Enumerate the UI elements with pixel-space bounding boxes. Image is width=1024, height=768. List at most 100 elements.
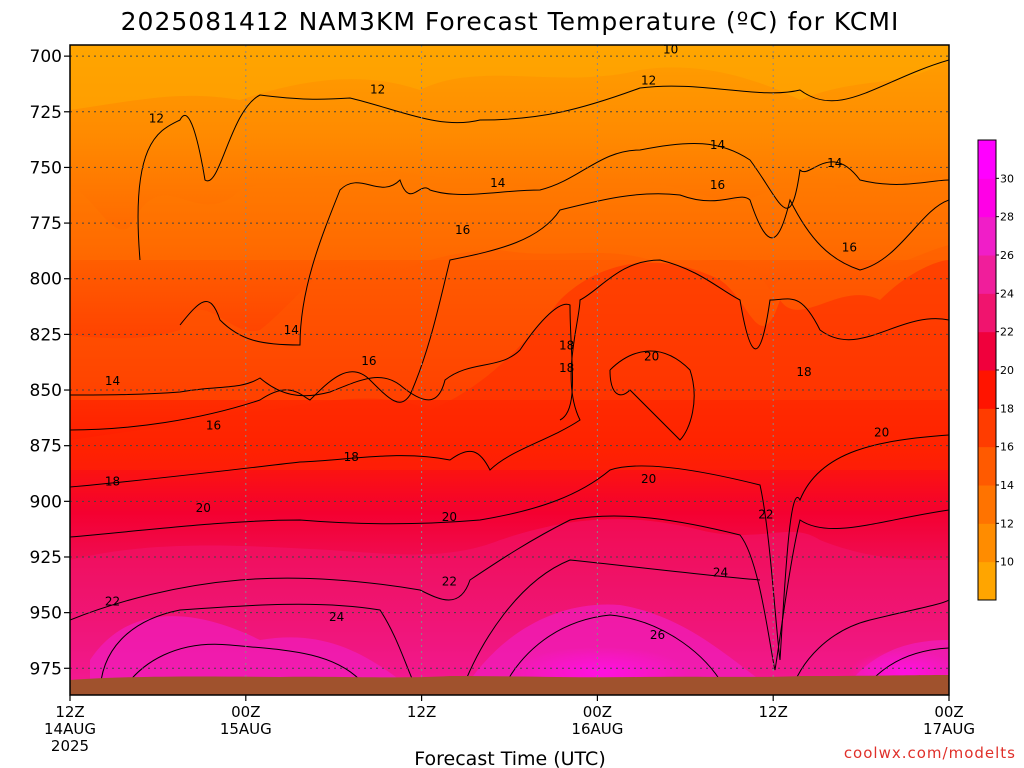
plot-frame bbox=[69, 44, 950, 696]
contour-label: 20 bbox=[442, 510, 457, 524]
colorbar-swatch bbox=[978, 331, 996, 371]
colorbar: 10 12 14 16 18 20 22 24 26 28 30 bbox=[977, 139, 1014, 601]
colorbar-label: 20 bbox=[1000, 364, 1014, 377]
contour-line-22 bbox=[70, 509, 949, 671]
contour-label: 12 bbox=[641, 74, 656, 88]
colorbar-swatch bbox=[978, 485, 996, 524]
colorbar-label: 28 bbox=[1000, 211, 1014, 224]
y-tick-label: 825 bbox=[30, 325, 62, 345]
ground-surface bbox=[70, 675, 949, 695]
x-tick-label: 16AUG bbox=[571, 720, 623, 738]
contour-label: 18 bbox=[559, 361, 574, 375]
contour-label: 16 bbox=[710, 178, 725, 192]
x-tick-label: 00Z bbox=[231, 703, 260, 721]
colorbar-swatch bbox=[978, 140, 996, 179]
contour-label: 18 bbox=[559, 339, 574, 353]
band-14 bbox=[70, 170, 949, 260]
band-18 bbox=[70, 260, 949, 470]
contour-label: 18 bbox=[105, 474, 120, 488]
y-tick-label: 750 bbox=[30, 158, 62, 178]
contour-label: 20 bbox=[641, 472, 656, 486]
contour-label: 10 bbox=[663, 42, 678, 56]
x-tick-label: 12Z bbox=[759, 703, 788, 721]
colorbar-swatch bbox=[978, 293, 996, 333]
contour-label: 20 bbox=[196, 501, 211, 515]
colorbar-swatch bbox=[978, 446, 996, 486]
x-tick-label: 12Z bbox=[55, 703, 84, 721]
y-tick-label: 775 bbox=[30, 214, 62, 234]
x-tick-label: 00Z bbox=[934, 703, 963, 721]
contour-label: 26 bbox=[650, 628, 665, 642]
y-tick-label: 975 bbox=[30, 659, 62, 679]
colorbar-swatch bbox=[978, 408, 996, 448]
colorbar-label: 10 bbox=[1000, 556, 1014, 569]
credit-label: coolwx.com/modelts bbox=[844, 744, 1016, 762]
y-tick-label: 850 bbox=[30, 381, 62, 401]
contour-label: 16 bbox=[206, 419, 221, 433]
x-tick-label: 17AUG bbox=[923, 720, 975, 738]
contour-labels: 10 12 12 12 14 14 14 16 16 16 14 14 16 16 18 18 18 20 18 18… bbox=[105, 42, 889, 642]
contour-label: 14 bbox=[827, 156, 842, 170]
contour-label: 24 bbox=[713, 566, 728, 580]
colorbar-label: 22 bbox=[1000, 326, 1014, 339]
colorbar-label: 16 bbox=[1000, 441, 1014, 454]
contour-label: 18 bbox=[796, 365, 811, 379]
contour-label: 22 bbox=[105, 595, 120, 609]
contour-line-16 bbox=[70, 193, 949, 431]
x-axis-title: Forecast Time (UTC) bbox=[414, 748, 605, 768]
colorbar-label: 14 bbox=[1000, 479, 1014, 492]
colorbar-label: 12 bbox=[1000, 517, 1014, 530]
contour-label: 14 bbox=[490, 176, 505, 190]
colorbar-swatch bbox=[978, 255, 996, 294]
contour-line-18 bbox=[70, 259, 949, 488]
contour-lines bbox=[70, 59, 949, 695]
chart-title: 2025081412 NAM3KM Forecast Temperature (… bbox=[121, 7, 900, 36]
colorbar-swatch bbox=[978, 370, 996, 409]
y-gridlines bbox=[70, 55, 949, 669]
contour-label: 20 bbox=[644, 350, 659, 364]
cool-band bbox=[70, 45, 949, 110]
contour-label: 24 bbox=[329, 610, 344, 624]
x-tick-label: 15AUG bbox=[220, 720, 272, 738]
contour-line-12 bbox=[137, 59, 949, 261]
colorbar-label: 24 bbox=[1000, 287, 1014, 300]
x-gridlines bbox=[245, 45, 774, 695]
colorbar-swatch bbox=[978, 561, 996, 601]
contour-label: 16 bbox=[842, 241, 857, 255]
x-tick-label: 00Z bbox=[583, 703, 612, 721]
contour-label: 14 bbox=[284, 323, 299, 337]
y-tick-label: 875 bbox=[30, 437, 62, 457]
contour-label: 14 bbox=[710, 138, 725, 152]
contour-label: 20 bbox=[874, 425, 889, 439]
contour-label: 14 bbox=[105, 374, 120, 388]
contour-line-14 bbox=[70, 143, 949, 421]
plot-area: 10 12 12 12 14 14 14 16 16 16 14 14 16 16 18 18 18 20 18 18… bbox=[70, 42, 949, 695]
y-tick-label: 700 bbox=[30, 47, 62, 67]
contour-label: 18 bbox=[344, 450, 359, 464]
y-tick-label: 900 bbox=[30, 492, 62, 512]
contour-line-24 bbox=[99, 559, 949, 695]
y-tick-label: 725 bbox=[30, 103, 62, 123]
x-tick-label: 2025 bbox=[51, 737, 89, 755]
colorbar-swatch bbox=[978, 216, 996, 256]
colorbar-swatch bbox=[978, 178, 996, 218]
y-axis-ticks: 700 725 750 775 800 825 850 875 900 925 950 975 bbox=[30, 47, 70, 679]
y-tick-label: 925 bbox=[30, 548, 62, 568]
contour-label: 22 bbox=[758, 508, 773, 522]
band-26 bbox=[90, 604, 949, 695]
contour-label: 22 bbox=[442, 574, 457, 588]
y-tick-label: 950 bbox=[30, 604, 62, 624]
contour-label: 12 bbox=[370, 83, 385, 97]
x-tick-label: 14AUG bbox=[44, 720, 96, 738]
colorbar-label: 30 bbox=[1000, 172, 1014, 185]
contour-line-20 bbox=[70, 350, 949, 661]
colorbar-label: 18 bbox=[1000, 402, 1014, 415]
contour-label: 16 bbox=[455, 223, 470, 237]
contour-label: 16 bbox=[361, 354, 376, 368]
contour-label: 12 bbox=[149, 111, 164, 125]
y-tick-label: 800 bbox=[30, 270, 62, 290]
colorbar-swatch bbox=[978, 523, 996, 563]
colorbar-label: 26 bbox=[1000, 249, 1014, 262]
